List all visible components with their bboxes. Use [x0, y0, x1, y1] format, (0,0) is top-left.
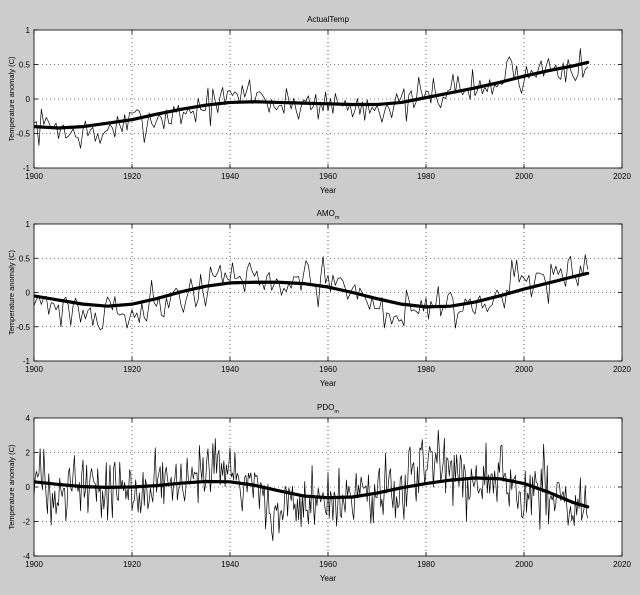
chart-panel-1: 1900 1920 1940 1960 1980 2000 2020 -1 -0.5 0 0.5 1 A… [7, 15, 631, 195]
chart-title: PDOm [317, 403, 339, 415]
chart-title: AMOm [317, 209, 340, 221]
x-tick-label: 1940 [221, 560, 239, 569]
x-tick-label: 1920 [123, 560, 141, 569]
x-tick-label: 1960 [319, 172, 337, 181]
y-tick-label: 0 [26, 483, 31, 492]
x-axis-label: Year [320, 574, 337, 583]
chart-title-subscript: m [335, 215, 340, 221]
x-axis-label: Year [320, 379, 337, 388]
smoothed-trend-line [34, 271, 590, 309]
x-tick-label: 1920 [123, 365, 141, 374]
y-tick-label: 2 [26, 449, 31, 458]
chart-panel-3: 1900 1920 1940 1960 1980 2000 2020 -4 -2 0 2 4 PDOm Y… [7, 403, 631, 583]
x-tick-label: 2020 [613, 365, 631, 374]
y-tick-label: 0.5 [19, 254, 31, 263]
x-tick-label: 2020 [613, 560, 631, 569]
y-tick-label: 1 [26, 220, 31, 229]
smoothed-trend-line [34, 60, 590, 130]
y-tick-label: -1 [23, 164, 31, 173]
y-axis-label: Temperature anomaly (C) [7, 444, 16, 530]
x-tick-label: 1980 [417, 365, 435, 374]
y-tick-label: -2 [23, 518, 31, 527]
x-tick-label: 1980 [417, 560, 435, 569]
raw-series-line [34, 48, 589, 149]
y-axis-label: Temperature anomaly (C) [7, 249, 16, 335]
x-tick-label: 1940 [221, 172, 239, 181]
y-tick-label: -0.5 [16, 130, 30, 139]
y-tick-label: 0 [26, 289, 31, 298]
y-tick-label: 4 [26, 414, 31, 423]
chart-title: ActualTemp [307, 15, 349, 24]
y-tick-label: 0 [26, 95, 31, 104]
y-axis-label: Temperature anomaly (C) [7, 56, 16, 142]
y-tick-label: 1 [26, 26, 31, 35]
x-tick-label: 1900 [25, 365, 43, 374]
y-tick-label: 0.5 [19, 61, 31, 70]
x-tick-label: 2000 [515, 560, 533, 569]
x-tick-label: 1960 [319, 560, 337, 569]
y-tick-label: -0.5 [16, 323, 30, 332]
x-tick-label: 2020 [613, 172, 631, 181]
x-tick-label: 1900 [25, 560, 43, 569]
x-tick-label: 1900 [25, 172, 43, 181]
x-tick-label: 1980 [417, 172, 435, 181]
x-tick-label: 1960 [319, 365, 337, 374]
x-tick-label: 2000 [515, 172, 533, 181]
x-axis-label: Year [320, 186, 337, 195]
smoothed-trend-line [34, 476, 590, 509]
chart-panel-2: 1900 1920 1940 1960 1980 2000 2020 -1 -0.5 0 0.5 1 A… [7, 209, 631, 388]
x-tick-label: 2000 [515, 365, 533, 374]
y-tick-label: -1 [23, 357, 31, 366]
x-tick-label: 1920 [123, 172, 141, 181]
y-tick-label: -4 [23, 552, 31, 561]
chart-title-subscript: m [334, 409, 339, 415]
x-tick-label: 1940 [221, 365, 239, 374]
